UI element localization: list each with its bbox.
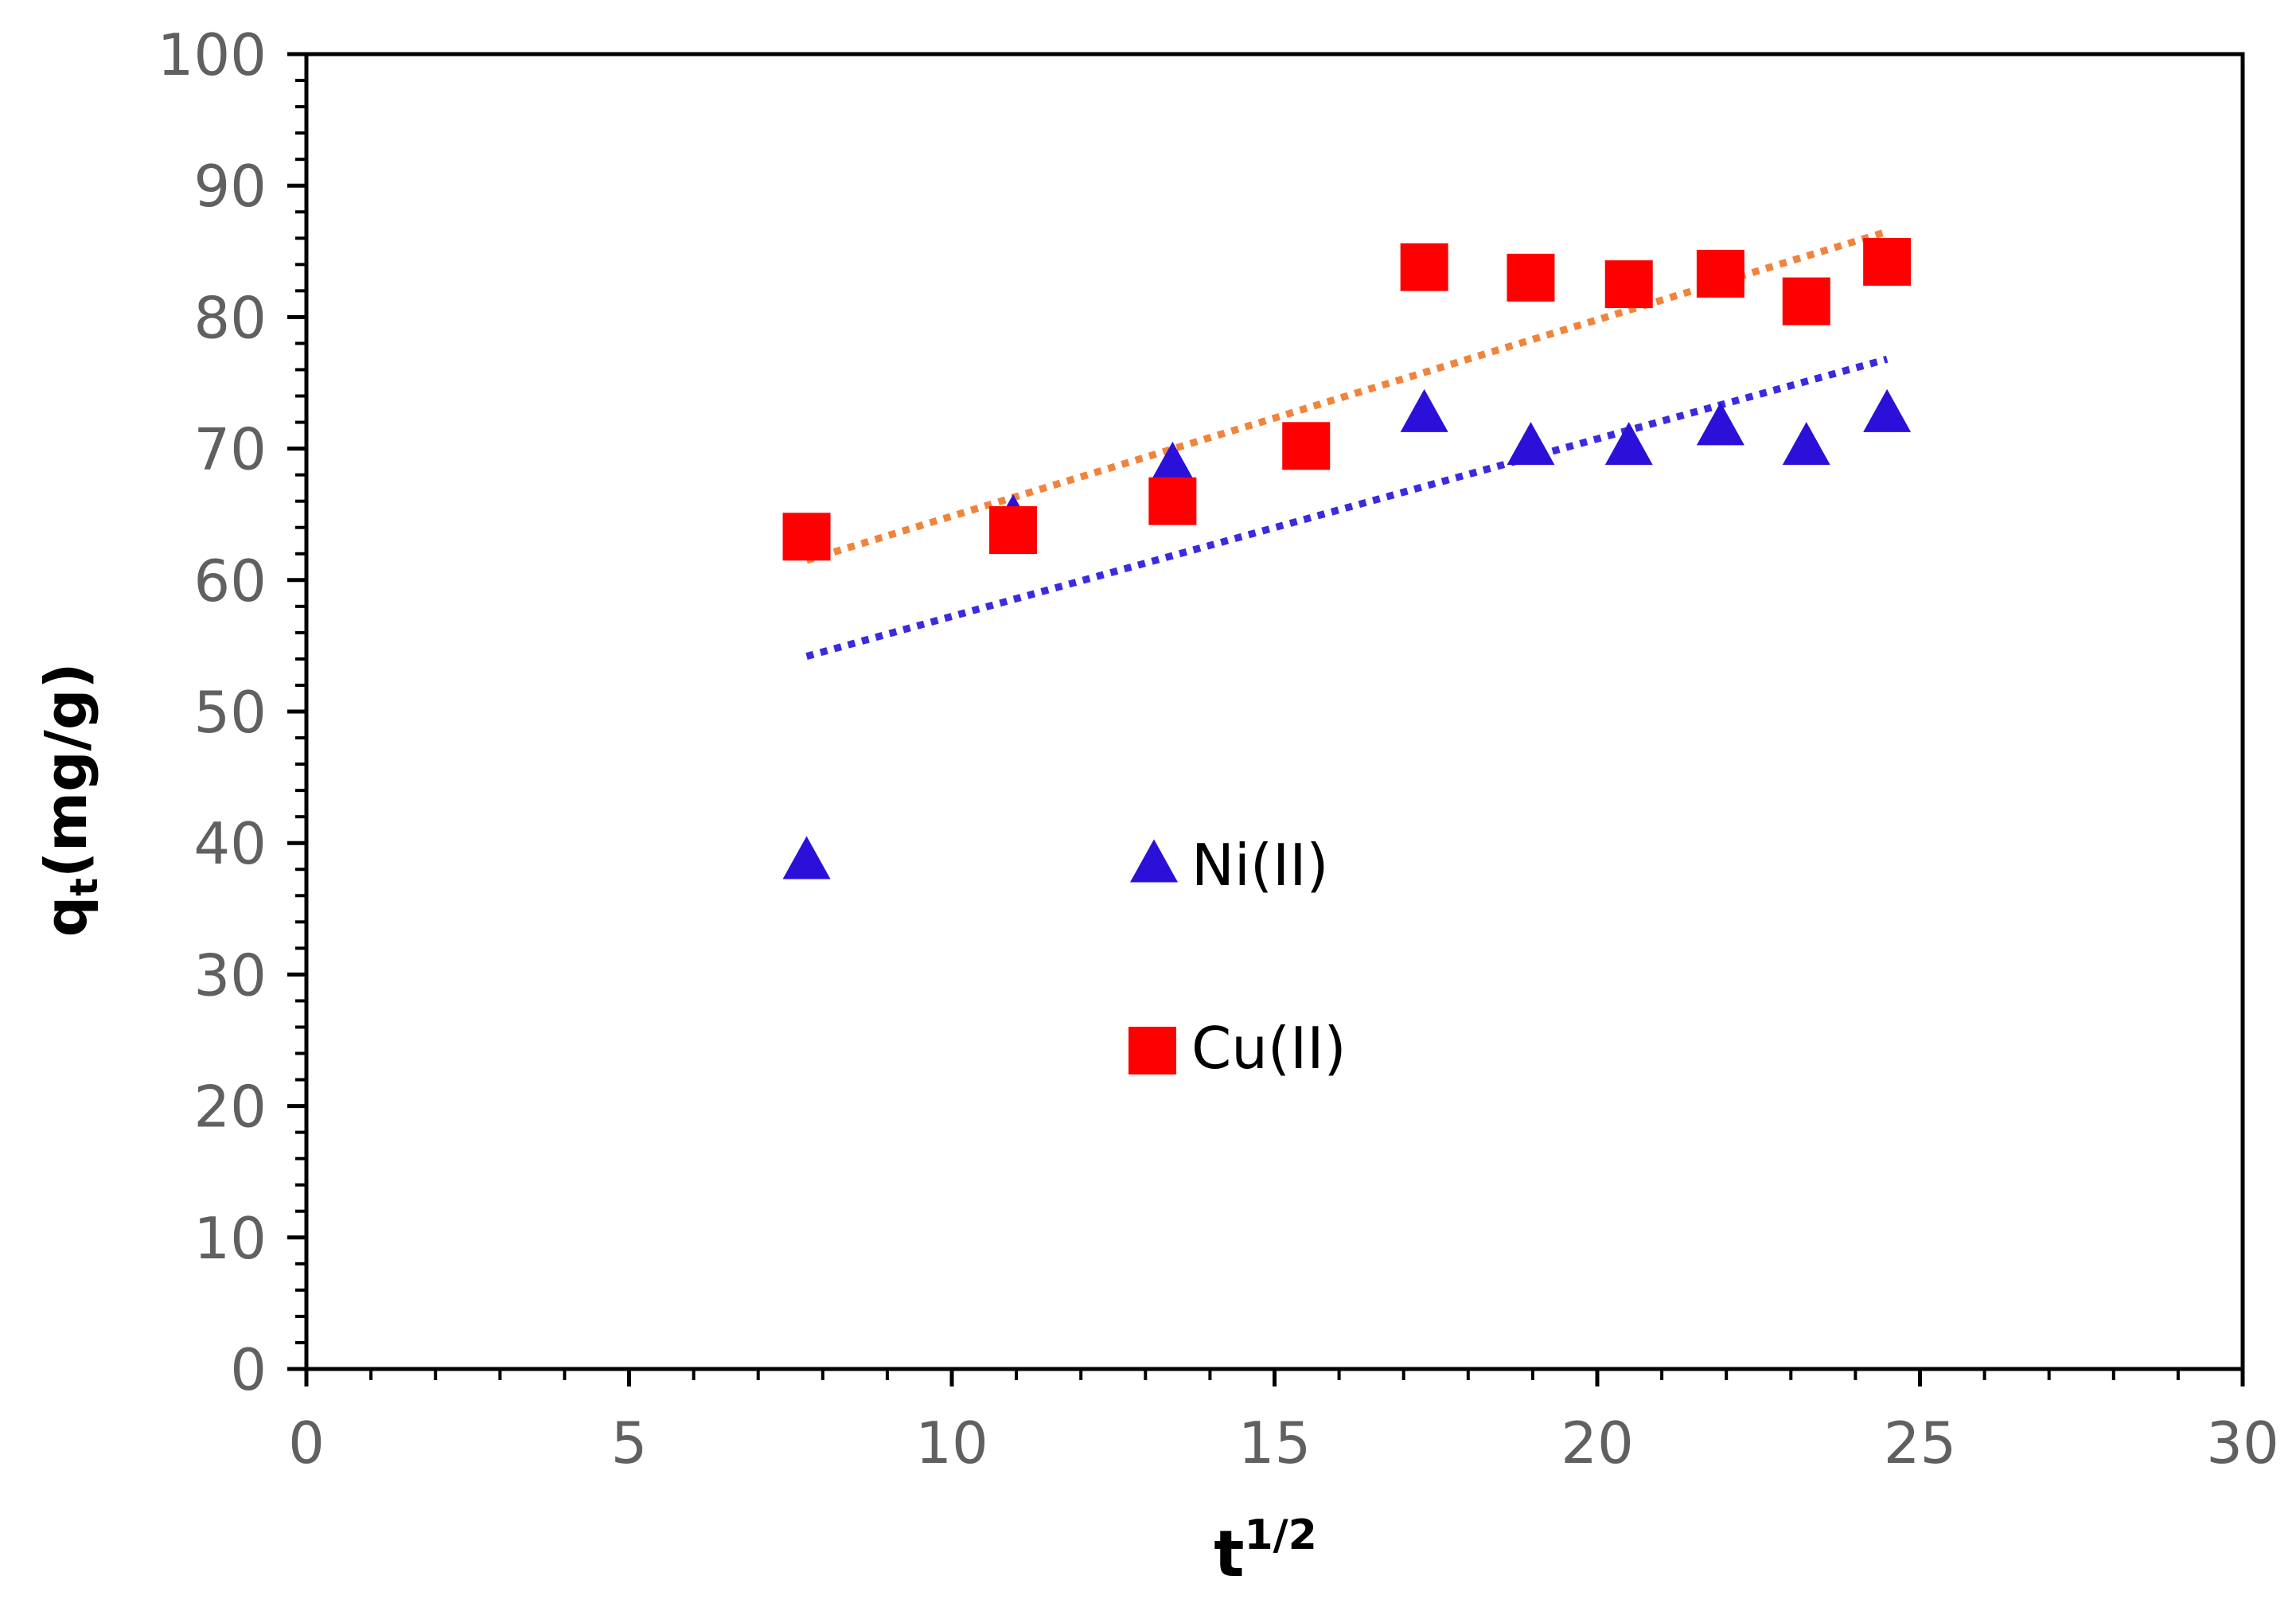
legend-label: Ni(II): [1191, 832, 1329, 899]
cu-point: [1782, 277, 1830, 326]
x-tick-label: 10: [915, 1410, 988, 1476]
cu-point: [782, 513, 831, 561]
y-tick-label: 60: [193, 548, 267, 614]
y-axis-title: qt(mg/g): [33, 663, 107, 938]
cu-point: [1148, 477, 1197, 525]
ni-point: [1400, 388, 1448, 432]
y-tick-label: 50: [193, 679, 267, 746]
legend-marker-square: [1129, 1027, 1176, 1074]
y-tick-label: 100: [158, 21, 267, 88]
ni-point: [1863, 388, 1912, 432]
trendlines: [805, 228, 1889, 660]
x-axis-ticks: 0 5 10 15 20 25 30: [288, 1369, 2279, 1476]
x-axis-title: t1/2: [1214, 1511, 1317, 1591]
trendline-triangle: [805, 355, 1889, 660]
ni-point: [1604, 422, 1653, 466]
x-tick-label: 25: [1884, 1410, 1957, 1476]
ni-point: [782, 836, 831, 879]
y-tick-label: 20: [193, 1074, 267, 1141]
x-axis-title-base: t: [1214, 1517, 1244, 1591]
axes: [304, 52, 2245, 1371]
legend: Ni(II) Cu(II): [1129, 832, 1347, 1082]
cu-point: [1604, 260, 1653, 309]
cu-point: [989, 506, 1038, 555]
x-tick-label: 0: [288, 1410, 325, 1476]
x-tick-label: 15: [1238, 1410, 1312, 1476]
cu-point: [1696, 249, 1744, 298]
legend-marker-triangle: [1130, 839, 1178, 883]
y-tick-label: 0: [230, 1336, 267, 1403]
y-tick-label: 40: [193, 810, 267, 877]
cu-point: [1400, 243, 1448, 291]
x-axis-title-superscript: 1/2: [1244, 1511, 1316, 1559]
cu-point: [1507, 253, 1555, 302]
y-tick-label: 70: [193, 416, 267, 483]
cu-point: [1282, 422, 1331, 470]
ni-point: [1782, 422, 1830, 466]
x-tick-label: 20: [1561, 1410, 1634, 1476]
data-points: [782, 238, 1912, 879]
legend-label: Cu(II): [1191, 1015, 1347, 1082]
y-tick-label: 10: [193, 1205, 267, 1272]
y-axis-title-unit: (mg/g): [33, 663, 99, 878]
x-tick-label: 5: [611, 1410, 648, 1476]
y-tick-label: 80: [193, 284, 267, 351]
ni-point: [1696, 402, 1744, 446]
plot-frame: [304, 52, 2245, 1371]
ni-point: [1148, 441, 1197, 485]
y-tick-label: 90: [193, 153, 267, 220]
y-tick-label: 30: [193, 942, 267, 1008]
y-axis-title-subscript: t: [62, 878, 107, 896]
cu-point: [1863, 238, 1912, 287]
y-axis-ticks: 0 10 20 30 40 50 60 70 80 90 100: [158, 21, 306, 1403]
x-tick-label: 30: [2206, 1410, 2279, 1476]
y-axis-title-base: q: [33, 896, 99, 938]
trendline-square: [805, 228, 1889, 564]
ni-point: [1507, 422, 1555, 466]
